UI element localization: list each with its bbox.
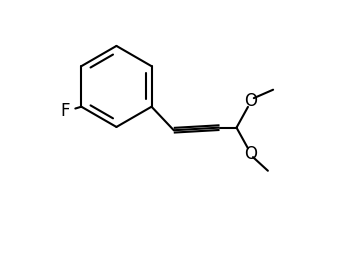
Text: F: F (60, 102, 70, 120)
Text: O: O (244, 92, 257, 111)
Text: O: O (244, 145, 257, 163)
